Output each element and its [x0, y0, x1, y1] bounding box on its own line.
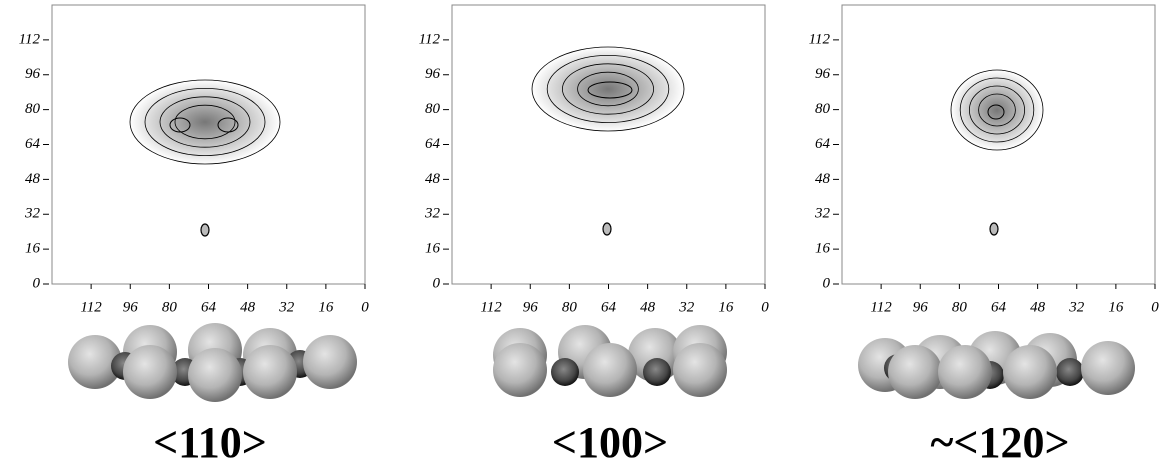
x-tick-label: 80	[562, 299, 578, 315]
x-tick-label: 16	[318, 299, 334, 315]
atom	[493, 343, 547, 397]
x-tick-label: 0	[761, 299, 769, 315]
x-tick-label: 112	[480, 299, 502, 315]
atom	[673, 343, 727, 397]
y-tick-label: 96	[815, 66, 831, 82]
y-tick-label: 112	[19, 31, 41, 47]
y-tick-label: 0	[33, 275, 41, 291]
x-tick-label: 32	[1068, 299, 1085, 315]
atom	[303, 335, 357, 389]
x-tick-label: 16	[1108, 299, 1124, 315]
atom-dark	[551, 358, 579, 386]
y-tick-label: 112	[809, 31, 831, 47]
x-tick-label: 64	[991, 299, 1007, 315]
contour	[129, 79, 281, 165]
x-tick-label: 96	[123, 299, 139, 315]
x-tick-label: 64	[201, 299, 217, 315]
contour	[169, 117, 191, 133]
y-tick-label: 32	[24, 206, 41, 222]
x-tick-label: 80	[162, 299, 178, 315]
x-tick-label: 0	[1151, 299, 1159, 315]
x-tick-label: 32	[278, 299, 295, 315]
atom-dark	[1056, 358, 1084, 386]
atom	[1003, 345, 1057, 399]
contour	[978, 93, 1016, 127]
caption: ~<120>	[930, 418, 1069, 467]
x-tick-label: 64	[601, 299, 617, 315]
y-tick-label: 96	[25, 66, 41, 82]
atom	[188, 348, 242, 402]
caption: <100>	[552, 418, 668, 467]
x-tick-label: 112	[870, 299, 892, 315]
y-tick-label: 112	[419, 31, 441, 47]
contour	[531, 46, 685, 132]
y-tick-label: 64	[425, 136, 441, 152]
atom	[123, 345, 177, 399]
contour	[159, 96, 251, 148]
y-tick-label: 16	[25, 241, 41, 257]
atom	[243, 345, 297, 399]
y-tick-label: 48	[815, 171, 831, 187]
contour	[144, 88, 266, 156]
y-tick-label: 32	[424, 206, 441, 222]
y-tick-label: 48	[425, 171, 441, 187]
x-tick-label: 48	[240, 299, 256, 315]
x-tick-label: 48	[640, 299, 656, 315]
y-tick-label: 0	[433, 275, 441, 291]
y-tick-label: 16	[815, 241, 831, 257]
atom	[68, 335, 122, 389]
atom	[938, 345, 992, 399]
y-tick-label: 96	[425, 66, 441, 82]
caption: <110>	[153, 418, 267, 467]
y-tick-label: 32	[814, 206, 831, 222]
contour	[959, 77, 1035, 143]
contour	[587, 81, 633, 99]
x-tick-label: 32	[678, 299, 695, 315]
atom	[1081, 341, 1135, 395]
y-tick-label: 80	[25, 101, 41, 117]
y-tick-label: 48	[25, 171, 41, 187]
y-tick-label: 0	[823, 275, 831, 291]
y-tick-label: 16	[425, 241, 441, 257]
x-tick-label: 112	[80, 299, 102, 315]
contour-spot	[602, 222, 612, 236]
contour	[969, 85, 1026, 135]
contour	[577, 71, 639, 107]
contour	[987, 104, 1005, 120]
x-tick-label: 48	[1030, 299, 1046, 315]
x-tick-label: 96	[913, 299, 929, 315]
x-tick-label: 80	[952, 299, 968, 315]
x-tick-label: 0	[361, 299, 369, 315]
y-tick-label: 64	[25, 136, 41, 152]
contour	[217, 117, 239, 133]
atom	[583, 343, 637, 397]
atom	[888, 345, 942, 399]
contour	[950, 69, 1044, 151]
contour	[174, 104, 236, 140]
x-tick-label: 96	[523, 299, 539, 315]
y-tick-label: 80	[425, 101, 441, 117]
contour-spot	[989, 222, 999, 236]
atom-dark	[643, 358, 671, 386]
x-tick-label: 16	[718, 299, 734, 315]
y-tick-label: 64	[815, 136, 831, 152]
contour	[562, 63, 655, 115]
contour-spot	[200, 223, 210, 237]
contour	[546, 55, 670, 123]
y-tick-label: 80	[815, 101, 831, 117]
